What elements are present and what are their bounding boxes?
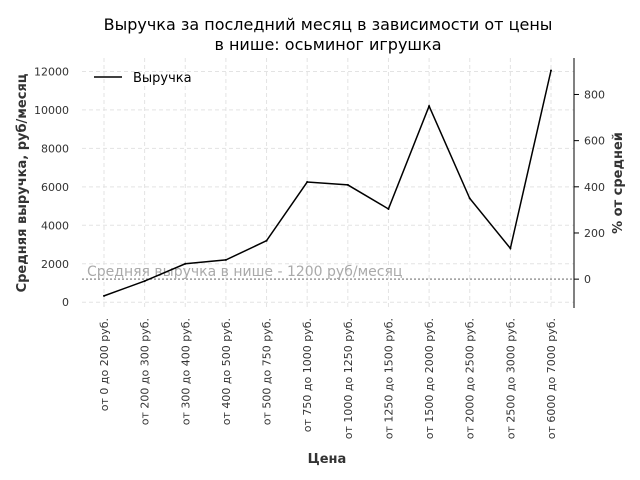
series-line xyxy=(103,70,552,297)
y-tick-label: 12000 xyxy=(34,65,69,78)
y-right-tick-label: 0 xyxy=(584,273,591,286)
y-tick-label: 10000 xyxy=(34,104,69,117)
x-tick-label: от 0 до 200 руб. xyxy=(98,318,111,411)
data-point xyxy=(103,294,105,297)
y-right-tick-label: 400 xyxy=(584,181,605,194)
x-tick-label: от 400 до 500 руб. xyxy=(220,318,233,425)
data-point xyxy=(550,69,552,72)
grid xyxy=(82,58,574,308)
data-point xyxy=(428,105,431,108)
y-tick-label: 6000 xyxy=(41,181,69,194)
x-tick-label: от 2000 до 2500 руб. xyxy=(464,318,477,439)
data-point xyxy=(184,262,187,265)
y-right-tick-label: 200 xyxy=(584,227,605,240)
chart-title-line-2: в нише: осьминог игрушка xyxy=(214,35,441,54)
average-line-label: Средняя выручка в нише - 1200 руб/месяц xyxy=(87,264,402,280)
y-right-tick-label: 800 xyxy=(584,88,605,101)
x-axis-label: Цена xyxy=(308,452,347,467)
data-point xyxy=(509,247,512,250)
chart-title-line-1: Выручка за последний месяц в зависимости… xyxy=(104,15,553,34)
data-point xyxy=(468,197,471,200)
y-axis-label: Средняя выручка, руб/месяц xyxy=(15,73,30,292)
legend-label: Выручка xyxy=(133,71,192,86)
x-tick-label: от 1000 до 1250 руб. xyxy=(342,318,355,439)
x-tick-label: от 1250 до 1500 руб. xyxy=(382,318,395,439)
legend: Выручка xyxy=(94,71,192,86)
data-point xyxy=(224,258,227,261)
x-tick-label: от 2500 до 3000 руб. xyxy=(504,318,517,439)
data-point xyxy=(143,280,146,283)
y-axis-right-label: % от средней xyxy=(611,132,626,234)
y-right-tick-label: 600 xyxy=(584,135,605,148)
y-tick-label: 2000 xyxy=(41,258,69,271)
x-tick-label: от 750 до 1000 руб. xyxy=(301,318,314,432)
x-tick-label: от 200 до 300 руб. xyxy=(139,318,152,425)
x-tick-label: от 1500 до 2000 руб. xyxy=(423,318,436,439)
data-point xyxy=(265,239,268,242)
data-point xyxy=(306,181,309,184)
x-tick-label: от 300 до 400 руб. xyxy=(179,318,192,425)
data-point xyxy=(346,183,349,186)
y-tick-label: 8000 xyxy=(41,142,69,155)
x-tick-label: от 6000 до 7000 руб. xyxy=(545,318,558,439)
data-point xyxy=(387,207,390,210)
series-line-group xyxy=(103,69,552,297)
y-tick-label: 4000 xyxy=(41,219,69,232)
x-tick-label: от 500 до 750 руб. xyxy=(261,318,274,425)
average-line-group: Средняя выручка в нише - 1200 руб/месяц xyxy=(82,264,574,280)
y-tick-label: 0 xyxy=(62,296,69,309)
